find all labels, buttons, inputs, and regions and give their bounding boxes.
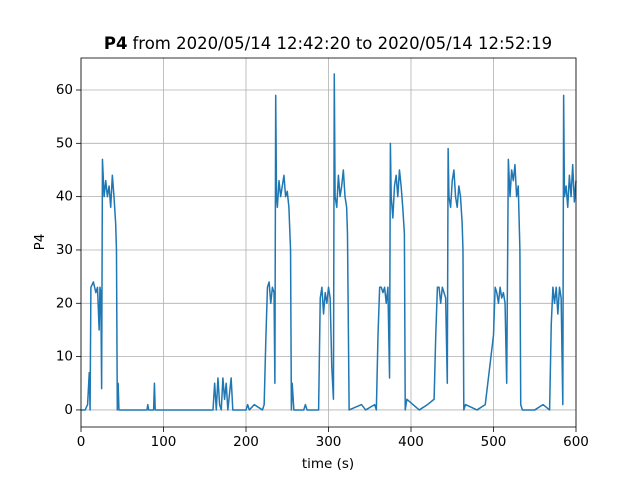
x-tick-label: 0: [77, 434, 86, 450]
y-tick-label: 60: [56, 82, 73, 98]
title-name: P4: [104, 34, 128, 53]
data-line: [81, 73, 577, 411]
y-axis-label: P4: [32, 234, 48, 251]
x-axis-label: time (s): [302, 456, 354, 472]
plot: [81, 73, 577, 411]
x-tick-label: 500: [481, 434, 507, 450]
y-tick-label: 30: [56, 242, 73, 258]
title-text: from 2020/05/14 12:42:20 to 2020/05/14 1…: [132, 34, 552, 53]
y-tick-label: 10: [56, 349, 73, 365]
y-tick-label: 20: [56, 295, 73, 311]
grid: [80, 58, 577, 427]
y-tick-label: 50: [56, 135, 73, 151]
chart-title: P4 from 2020/05/14 12:42:20 to 2020/05/14…: [104, 34, 552, 53]
y-tick-label: 40: [56, 189, 73, 205]
x-tick-label: 100: [151, 434, 177, 450]
x-tick-label: 300: [316, 434, 342, 450]
ticks: 0 100 200 300 400 500 600 0 10 20 30 40 50 60: [56, 82, 589, 450]
x-tick-label: 400: [398, 434, 424, 450]
x-tick-label: 600: [563, 434, 589, 450]
x-tick-label: 200: [233, 434, 259, 450]
y-tick-label: 0: [64, 402, 73, 418]
